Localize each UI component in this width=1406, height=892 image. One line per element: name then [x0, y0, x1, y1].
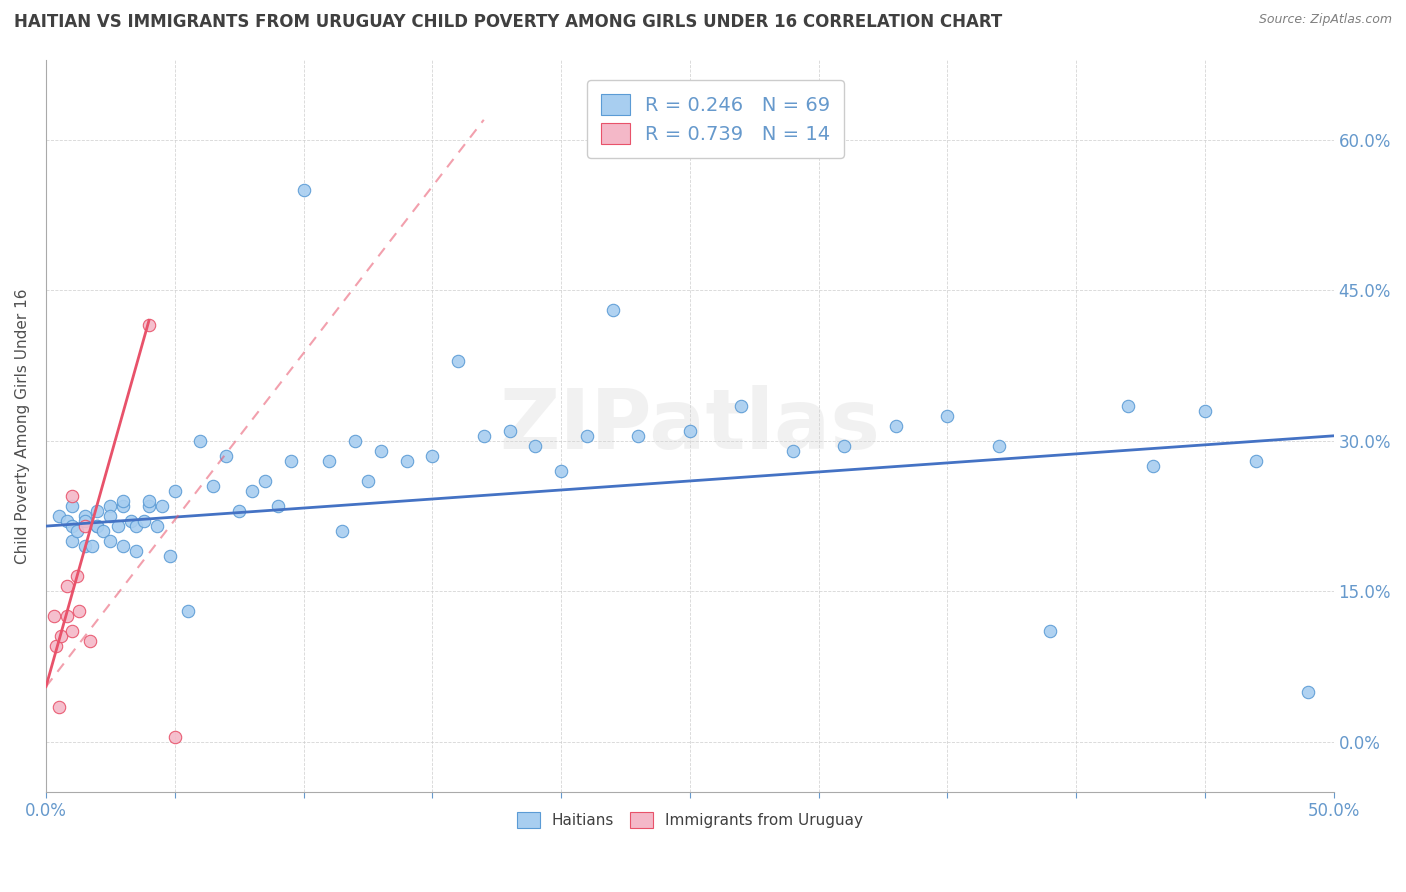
Point	[834, 439, 856, 453]
Point	[66, 569, 89, 583]
Point	[60, 624, 83, 639]
Point	[447, 353, 470, 368]
Point	[1296, 684, 1319, 698]
Point	[330, 524, 353, 538]
Point	[91, 524, 114, 538]
Point	[472, 429, 495, 443]
Point	[163, 730, 186, 744]
Point	[98, 509, 121, 524]
Point	[498, 424, 520, 438]
Point	[1039, 624, 1062, 639]
Point	[60, 489, 83, 503]
Point	[730, 399, 752, 413]
Point	[42, 609, 65, 624]
Point	[98, 499, 121, 513]
Text: Source: ZipAtlas.com: Source: ZipAtlas.com	[1258, 13, 1392, 27]
Point	[190, 434, 212, 448]
Point	[55, 609, 77, 624]
Point	[125, 519, 148, 533]
Point	[86, 519, 108, 533]
Point	[69, 604, 91, 618]
Point	[524, 439, 547, 453]
Point	[679, 424, 702, 438]
Point	[1246, 454, 1268, 468]
Point	[55, 579, 77, 593]
Point	[1116, 399, 1139, 413]
Point	[98, 534, 121, 549]
Point	[79, 634, 101, 648]
Point	[60, 519, 83, 533]
Point	[987, 439, 1010, 453]
Point	[292, 183, 315, 197]
Point	[73, 509, 96, 524]
Point	[176, 604, 198, 618]
Point	[66, 524, 89, 538]
Point	[1194, 403, 1216, 417]
Point	[86, 519, 108, 533]
Point	[627, 429, 650, 443]
Point	[132, 514, 155, 528]
Point	[395, 454, 418, 468]
Point	[138, 318, 160, 333]
Point	[73, 539, 96, 553]
Point	[370, 443, 392, 458]
Point	[936, 409, 959, 423]
Text: ZIPatlas: ZIPatlas	[499, 385, 880, 467]
Point	[145, 519, 167, 533]
Point	[125, 544, 148, 558]
Point	[112, 494, 135, 508]
Y-axis label: Child Poverty Among Girls Under 16: Child Poverty Among Girls Under 16	[15, 288, 30, 564]
Point	[120, 514, 142, 528]
Point	[73, 519, 96, 533]
Legend: Haitians, Immigrants from Uruguay: Haitians, Immigrants from Uruguay	[509, 805, 870, 836]
Point	[267, 499, 290, 513]
Point	[215, 449, 238, 463]
Point	[163, 483, 186, 498]
Point	[240, 483, 263, 498]
Point	[1142, 458, 1164, 473]
Point	[73, 514, 96, 528]
Point	[159, 549, 181, 564]
Point	[357, 474, 380, 488]
Point	[107, 519, 129, 533]
Point	[202, 479, 225, 493]
Point	[45, 640, 67, 654]
Point	[112, 539, 135, 553]
Point	[112, 499, 135, 513]
Point	[228, 504, 250, 518]
Point	[86, 504, 108, 518]
Point	[602, 303, 624, 318]
Point	[550, 464, 572, 478]
Point	[150, 499, 173, 513]
Point	[51, 630, 73, 644]
Point	[48, 699, 70, 714]
Point	[55, 514, 77, 528]
Point	[884, 418, 907, 433]
Point	[82, 539, 104, 553]
Point	[782, 443, 804, 458]
Point	[48, 509, 70, 524]
Point	[575, 429, 598, 443]
Point	[343, 434, 366, 448]
Point	[60, 534, 83, 549]
Point	[138, 494, 160, 508]
Point	[138, 499, 160, 513]
Text: HAITIAN VS IMMIGRANTS FROM URUGUAY CHILD POVERTY AMONG GIRLS UNDER 16 CORRELATIO: HAITIAN VS IMMIGRANTS FROM URUGUAY CHILD…	[14, 13, 1002, 31]
Point	[280, 454, 302, 468]
Point	[60, 499, 83, 513]
Point	[318, 454, 340, 468]
Point	[253, 474, 276, 488]
Point	[420, 449, 443, 463]
